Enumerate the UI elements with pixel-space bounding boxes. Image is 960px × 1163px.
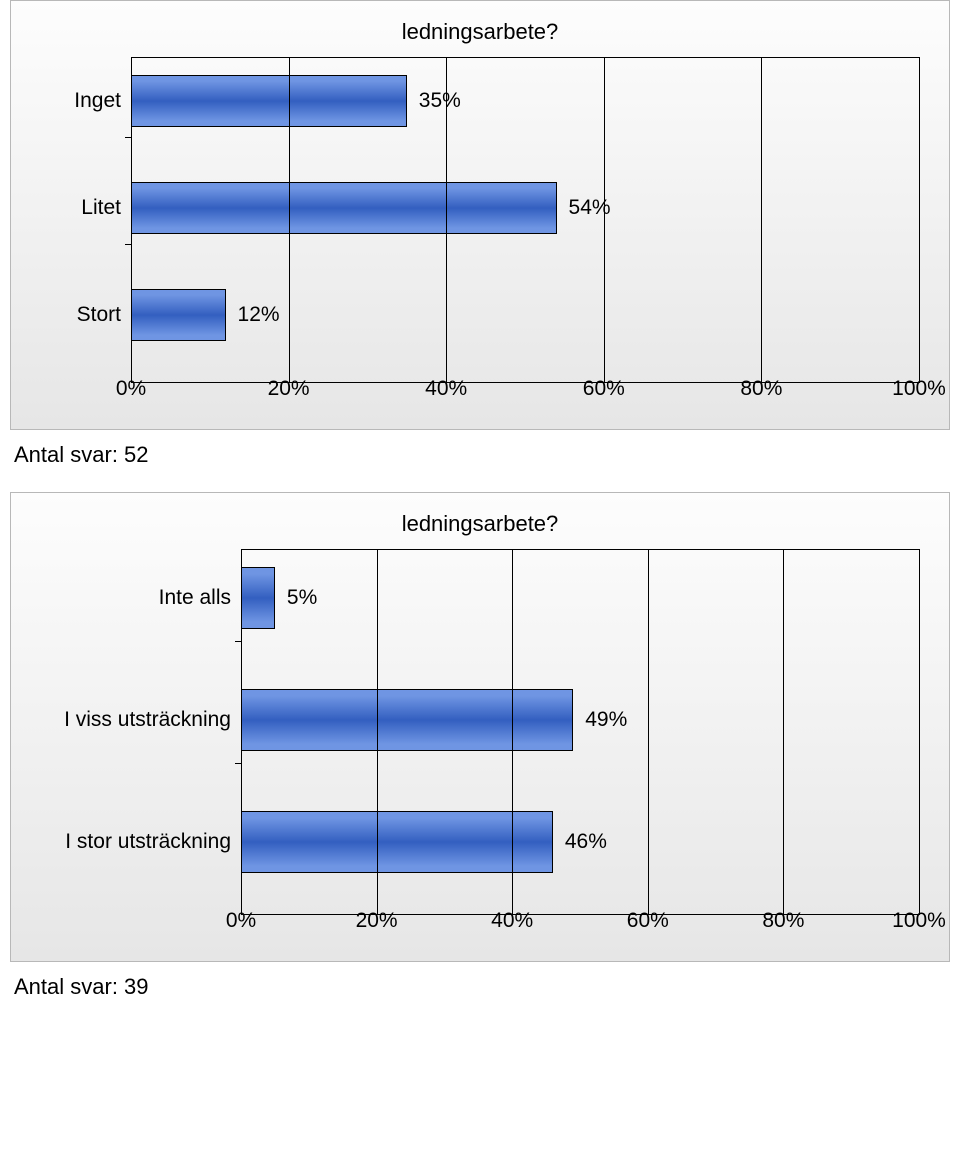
category-label: Inte alls xyxy=(41,586,241,610)
category-label: I viss utsträckning xyxy=(41,708,241,732)
x-tick-label: 40% xyxy=(491,909,533,933)
category-label: Stort xyxy=(41,303,131,327)
gridline xyxy=(446,57,447,383)
grid-overlay xyxy=(131,57,919,383)
chart-title: ledningsarbete? xyxy=(41,511,919,537)
x-tick-label: 100% xyxy=(892,377,946,401)
gridline xyxy=(131,57,132,383)
x-tick-label: 80% xyxy=(740,377,782,401)
y-minor-tick xyxy=(235,763,241,764)
gridline xyxy=(377,549,378,915)
y-minor-tick xyxy=(235,641,241,642)
x-tick-label: 60% xyxy=(627,909,669,933)
x-tick-label: 20% xyxy=(356,909,398,933)
x-tick-label: 0% xyxy=(226,909,256,933)
plot-frame xyxy=(131,57,919,383)
chart-plot: Inte alls5%I viss utsträckning49%I stor … xyxy=(41,567,919,903)
x-tick-label: 60% xyxy=(583,377,625,401)
category-label: I stor utsträckning xyxy=(41,830,241,854)
category-label: Inget xyxy=(41,89,131,113)
gridline xyxy=(512,549,513,915)
x-axis: 0%20%40%60%80%100% xyxy=(241,903,919,943)
gridline xyxy=(241,549,242,915)
x-tick-label: 20% xyxy=(268,377,310,401)
x-tick-label: 40% xyxy=(425,377,467,401)
x-tick-label: 0% xyxy=(116,377,146,401)
gridline xyxy=(919,57,920,383)
x-tick-label: 100% xyxy=(892,909,946,933)
grid-overlay xyxy=(241,549,919,915)
category-label: Litet xyxy=(41,196,131,220)
gridline xyxy=(648,549,649,915)
chart-card: ledningsarbete? Inte alls5%I viss utsträc… xyxy=(10,492,950,962)
gridline xyxy=(919,549,920,915)
gridline xyxy=(761,57,762,383)
x-tick-label: 80% xyxy=(762,909,804,933)
chart-plot: Inget35%Litet54%Stort12% xyxy=(41,75,919,371)
y-minor-tick xyxy=(125,244,131,245)
plot-frame xyxy=(241,549,919,915)
x-axis: 0%20%40%60%80%100% xyxy=(131,371,919,411)
chart-title: ledningsarbete? xyxy=(41,19,919,45)
gridline xyxy=(604,57,605,383)
summary-text: Antal svar: 52 xyxy=(14,442,960,468)
gridline xyxy=(783,549,784,915)
chart-card: ledningsarbete? Inget35%Litet54%Stort12% 0… xyxy=(10,0,950,430)
gridline xyxy=(289,57,290,383)
summary-text: Antal svar: 39 xyxy=(14,974,960,1000)
y-minor-tick xyxy=(125,137,131,138)
